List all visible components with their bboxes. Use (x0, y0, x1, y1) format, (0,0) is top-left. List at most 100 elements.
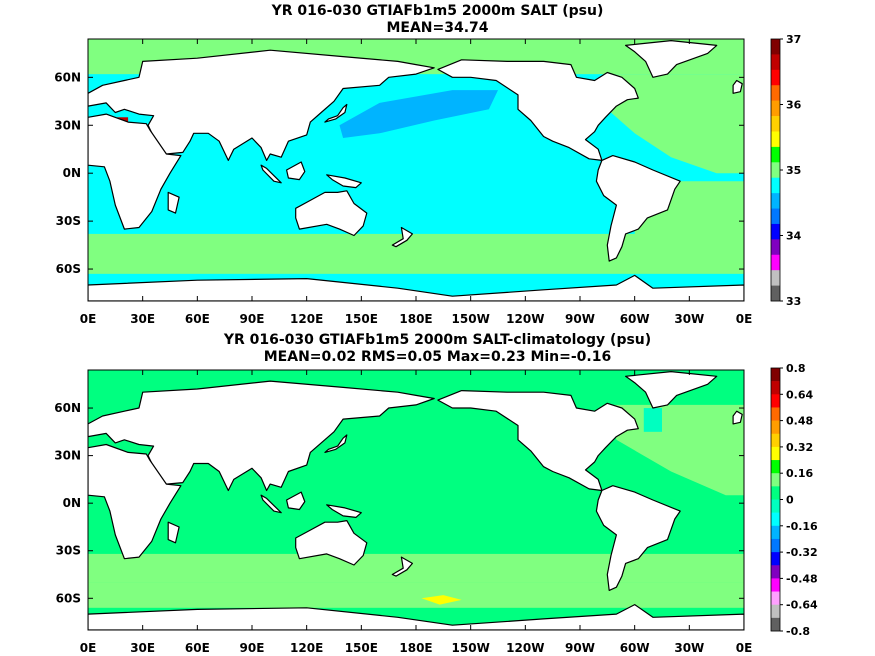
salt-map-chart: 0E 30E 60E 90E 120E 150E 180E 150W 120W 90W 60W 30W… (54, 33, 802, 326)
y-tick-label: 60S (56, 262, 81, 276)
colorbar-label: -0.48 (786, 572, 818, 585)
colorbar-swatch (771, 368, 780, 382)
x-tick-label: 60E (185, 312, 210, 326)
x-tick-label: 120E (290, 641, 323, 655)
southern-max-field (421, 595, 462, 605)
colorbar-swatch (771, 223, 780, 240)
antarctica-land (88, 604, 744, 630)
y-tick-label: 0N (63, 166, 81, 180)
australia-land (295, 190, 368, 237)
colorbar-swatch (771, 208, 780, 225)
x-tick-label: 30W (674, 641, 704, 655)
colorbar-label: 0.48 (786, 415, 813, 428)
y-tick-label: 0N (63, 496, 81, 510)
eurasia-land (88, 49, 435, 161)
colorbar-swatch (771, 54, 780, 71)
colorbar-swatch (771, 420, 780, 435)
map-field (88, 39, 744, 301)
colorbar-swatch (771, 473, 780, 487)
y-tick-label: 60S (56, 591, 81, 605)
atlantic-field (607, 404, 744, 496)
borneo-land (286, 161, 306, 181)
colorbar-label: 0.16 (786, 467, 813, 480)
x-tick-label: 90E (240, 312, 265, 326)
x-tick-label: 90E (240, 641, 265, 655)
colorbar-label: 33 (786, 295, 801, 308)
x-tick-label: 90W (565, 312, 595, 326)
colorbar-swatch (771, 162, 780, 179)
x-tick-label: 120W (506, 312, 544, 326)
colorbar-swatch (771, 85, 780, 101)
north-america-land (437, 59, 639, 161)
southern-ocean-field (88, 233, 744, 274)
y-tick-label: 30N (54, 449, 81, 463)
colorbar-label: 0 (786, 494, 794, 507)
colorbar-swatch (771, 525, 780, 540)
sumatra-land (260, 164, 282, 184)
colorbar-swatch (771, 131, 780, 148)
japan-land (324, 103, 348, 123)
north-america-land (437, 389, 639, 492)
x-tick-label: 60E (185, 641, 210, 655)
australia-land (295, 520, 368, 566)
colorbar-swatch (771, 39, 780, 55)
x-tick-label: 180E (399, 641, 432, 655)
new-guinea-land (326, 504, 362, 518)
colorbar-swatch (771, 100, 780, 117)
colorbar-swatch (771, 604, 780, 619)
colorbar-label: -0.16 (786, 520, 818, 533)
south-america-land (595, 155, 681, 262)
y-tick-label: 30S (56, 214, 81, 228)
colorbar-label: 37 (786, 33, 801, 46)
y-tick-label: 60N (54, 401, 81, 415)
colorbar-label: -0.32 (786, 546, 818, 559)
x-tick-label: 90W (565, 641, 595, 655)
eurasia-land (88, 380, 435, 492)
x-tick-label: 180E (399, 312, 432, 326)
colorbar-swatch (771, 538, 780, 553)
colorbar-label: 34 (786, 230, 802, 243)
colorbar-swatch (771, 116, 780, 132)
salt-mean-label: MEAN=34.74 (386, 20, 489, 36)
x-tick-label: 30W (674, 312, 704, 326)
south-america-land (595, 485, 681, 591)
africa-land (88, 443, 182, 560)
new-guinea-land (326, 174, 362, 189)
x-tick-label: 120E (290, 312, 323, 326)
colorbar-swatch (771, 433, 780, 448)
anomaly-map-chart: 0E 30E 60E 90E 120E 150E 180E 150W 120W 90W 60W 30W… (54, 362, 818, 655)
new-zealand-land (391, 556, 413, 577)
colorbar-swatch (771, 239, 780, 256)
colorbar-swatch (771, 552, 780, 566)
uk-land (732, 79, 743, 94)
north-atlantic-field (607, 74, 744, 174)
colorbar-label: 35 (786, 164, 801, 177)
y-tick-label: 30N (54, 118, 81, 132)
colorbar-swatch (771, 512, 780, 527)
colorbar-swatch (771, 381, 780, 395)
salt-title: YR 016-030 GTIAFb1m5 2000m SALT (psu) (271, 3, 604, 19)
colorbar-swatch (771, 486, 780, 500)
x-tick-label: 150W (452, 312, 490, 326)
colorbar-swatch (771, 193, 780, 209)
colorbar-swatch (771, 394, 780, 408)
madagascar-land (167, 191, 180, 214)
x-tick-label: 0E (736, 312, 753, 326)
colorbar-swatch (771, 270, 780, 286)
x-tick-label: 150E (345, 312, 378, 326)
africa-land (88, 113, 182, 230)
colorbar-label: 0.64 (786, 388, 813, 401)
southern-band-field (88, 553, 744, 583)
colorbar-swatch (771, 69, 780, 86)
colorbar-swatch (771, 591, 780, 605)
colorbar-swatch (771, 617, 780, 632)
colorbar-swatch (771, 177, 780, 194)
colorbar-swatch (771, 565, 780, 579)
x-tick-label: 120W (506, 641, 544, 655)
labrador-min-field (643, 408, 662, 432)
colorbar-swatch (771, 254, 780, 271)
colorbar-swatch (771, 285, 780, 302)
colorbar-label: -0.8 (786, 625, 810, 638)
japan-land (324, 434, 348, 454)
colorbar-swatch (771, 407, 780, 421)
